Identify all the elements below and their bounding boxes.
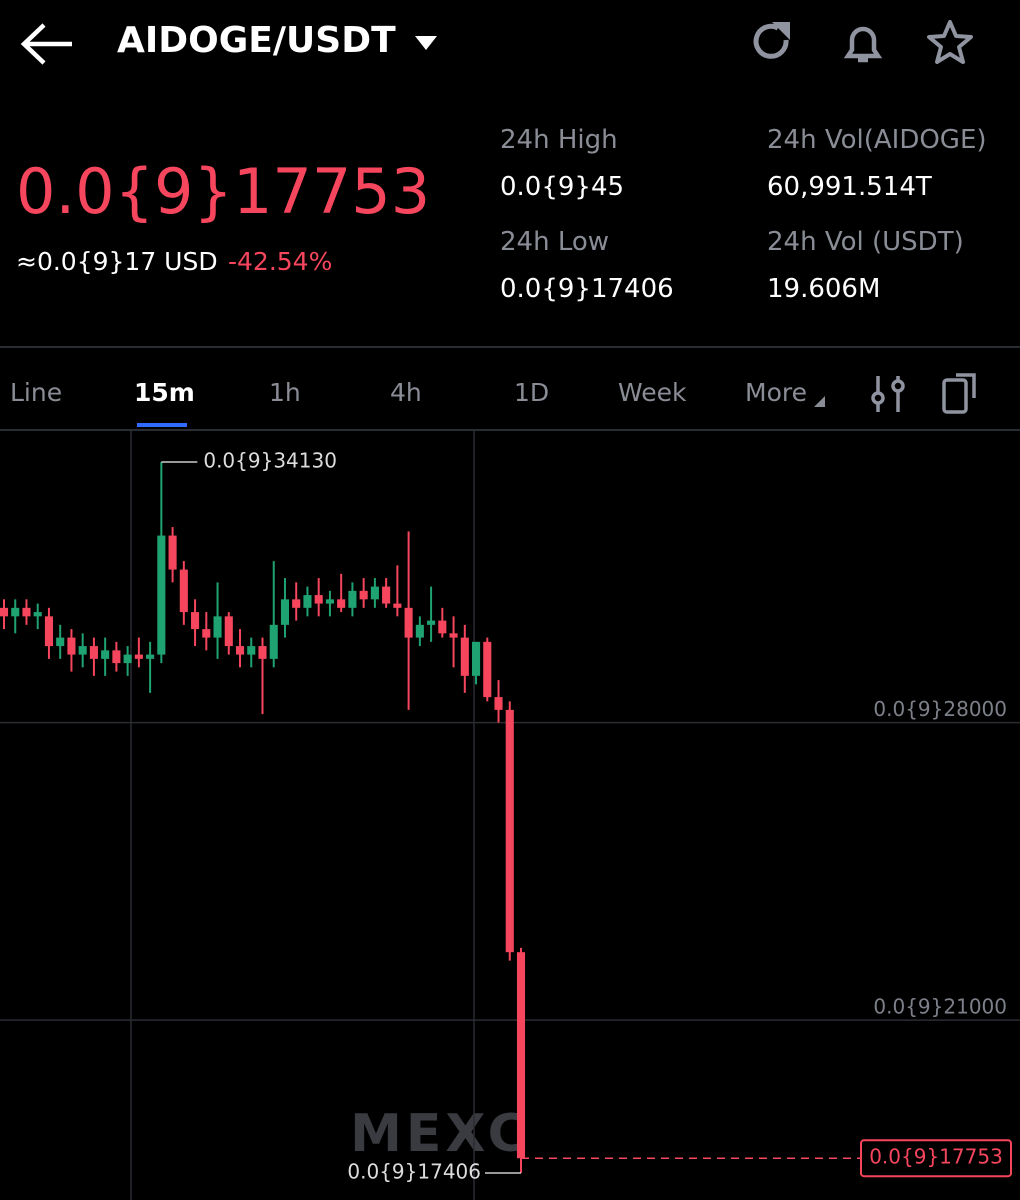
candle-body: [258, 646, 267, 659]
candle-body: [247, 646, 256, 655]
candle-body: [168, 535, 177, 570]
candle-body: [280, 599, 290, 625]
candle-body: [179, 569, 188, 613]
stat-value: 60,991.514T: [767, 172, 932, 202]
candle-body: [44, 616, 54, 647]
stat-label: 24h Vol(AIDOGE): [767, 125, 987, 155]
candle-body: [393, 603, 402, 608]
candle-body: [56, 637, 65, 647]
candle-body: [348, 590, 357, 608]
stat-label: 24h Vol (USDT): [767, 227, 964, 257]
interval-tab[interactable]: More: [745, 378, 807, 407]
price-change: -42.54%: [228, 247, 333, 276]
watermark: MEXC: [350, 1104, 530, 1164]
candle-body: [235, 646, 245, 655]
last-price-label: 0.0{9}17753: [869, 1145, 1003, 1169]
stat-value: 0.0{9}17406: [500, 274, 674, 304]
candle-body: [404, 607, 413, 638]
candle-body: [359, 590, 368, 600]
candle-body: [471, 641, 481, 676]
candle-body: [427, 620, 436, 625]
candle-body: [303, 595, 312, 608]
active-tab-underline: [137, 423, 187, 427]
candle-body: [292, 599, 301, 608]
candle-body: [123, 654, 132, 664]
candle-body: [494, 697, 503, 710]
candle-body: [134, 654, 143, 659]
divider: [0, 429, 1020, 431]
y-tick-label: 0.0{9}21000: [873, 995, 1007, 1019]
candle-body: [78, 646, 87, 655]
stat-value: 19.606M: [767, 274, 881, 304]
candlestick-chart: MEXC 0.0{9}28000 0.0{9}21000 0.0{9}34130 0.0…: [0, 431, 1020, 1200]
y-tick-label: 0.0{9}28000: [873, 697, 1007, 721]
interval-tab[interactable]: 4h: [390, 378, 422, 407]
candle-body: [22, 607, 31, 617]
candle-body: [269, 624, 278, 659]
indicator-settings[interactable]: [868, 372, 908, 416]
candle-body: [112, 650, 121, 664]
interval-tab[interactable]: Week: [618, 378, 687, 407]
candle-body: [202, 629, 211, 638]
last-price-box: [860, 1139, 1012, 1178]
divider: [0, 346, 1020, 348]
max-label: 0.0{9}34130: [203, 449, 337, 473]
candle-body: [460, 637, 469, 676]
candle-body: [382, 586, 391, 604]
alert-icon[interactable]: [838, 18, 888, 68]
candle-body: [0, 607, 9, 617]
interval-tab[interactable]: 15m: [134, 378, 195, 407]
candle-body: [314, 595, 323, 604]
back-button[interactable]: [20, 22, 76, 66]
candle-body: [325, 599, 334, 604]
dropdown-icon[interactable]: [413, 34, 439, 52]
interval-tab[interactable]: 1h: [269, 378, 301, 407]
interval-tab[interactable]: Line: [10, 378, 63, 407]
layout-toggle[interactable]: [940, 370, 982, 416]
candle-body: [191, 612, 200, 630]
stat-label: 24h High: [500, 125, 618, 155]
candle-body: [157, 535, 166, 655]
usd-price: ≈0.0{9}17 USD: [16, 247, 218, 276]
candle-body: [213, 616, 222, 638]
candle-body: [370, 586, 379, 600]
refresh-icon[interactable]: [748, 18, 798, 68]
stat-value: 0.0{9}45: [500, 172, 625, 202]
candle-body: [11, 607, 20, 617]
favorite-icon[interactable]: [925, 18, 975, 68]
stat-label: 24h Low: [500, 227, 610, 257]
candle-body: [146, 654, 155, 659]
candle-body: [505, 709, 514, 953]
pair-title[interactable]: AIDOGE/USDT: [117, 20, 396, 61]
last-price: 0.0{9}17753: [16, 155, 431, 228]
candle-body: [337, 599, 346, 608]
candle-body: [89, 646, 98, 659]
candle-body: [101, 650, 110, 659]
candle-body: [449, 633, 458, 638]
candle-body: [415, 624, 424, 638]
candle-body: [67, 637, 76, 655]
min-label: 0.0{9}17406: [347, 1159, 481, 1183]
candle-body: [438, 620, 447, 634]
candle-body: [224, 616, 233, 647]
candle-body: [516, 952, 526, 1159]
interval-tab[interactable]: 1D: [514, 378, 550, 407]
candle-body: [33, 612, 42, 617]
candle-body: [483, 641, 492, 698]
more-icon: [814, 396, 825, 407]
